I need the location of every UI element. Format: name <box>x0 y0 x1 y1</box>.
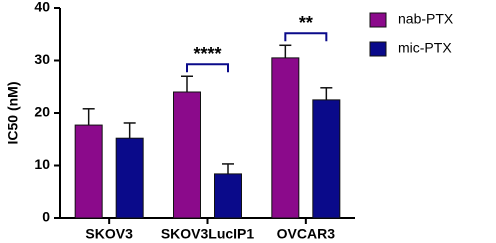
bar <box>312 99 341 219</box>
y-tick-label: 10 <box>34 156 50 172</box>
bar <box>115 137 144 219</box>
x-tick-label: SKOV3LucIP1 <box>161 226 255 242</box>
y-tick-label: 40 <box>34 0 50 15</box>
significance-label: ** <box>299 13 313 33</box>
bar <box>74 124 103 219</box>
significance-label: **** <box>193 44 221 64</box>
x-tick-label: OVCAR3 <box>277 226 336 242</box>
x-tick-label: SKOV3 <box>85 226 133 242</box>
bar <box>214 173 242 219</box>
bar <box>173 91 201 219</box>
legend-swatch <box>369 41 387 57</box>
significance-bracket <box>186 63 229 73</box>
y-tick-label: 0 <box>42 209 50 225</box>
legend-label: mic-PTX <box>398 40 452 56</box>
bar <box>271 57 300 219</box>
significance-bracket <box>284 32 328 42</box>
y-axis-title: IC50 (nM) <box>5 82 21 145</box>
legend-label: nab-PTX <box>398 11 454 27</box>
y-tick-label: 30 <box>34 51 50 67</box>
y-tick-label: 20 <box>34 104 50 120</box>
legend-swatch <box>369 12 387 28</box>
